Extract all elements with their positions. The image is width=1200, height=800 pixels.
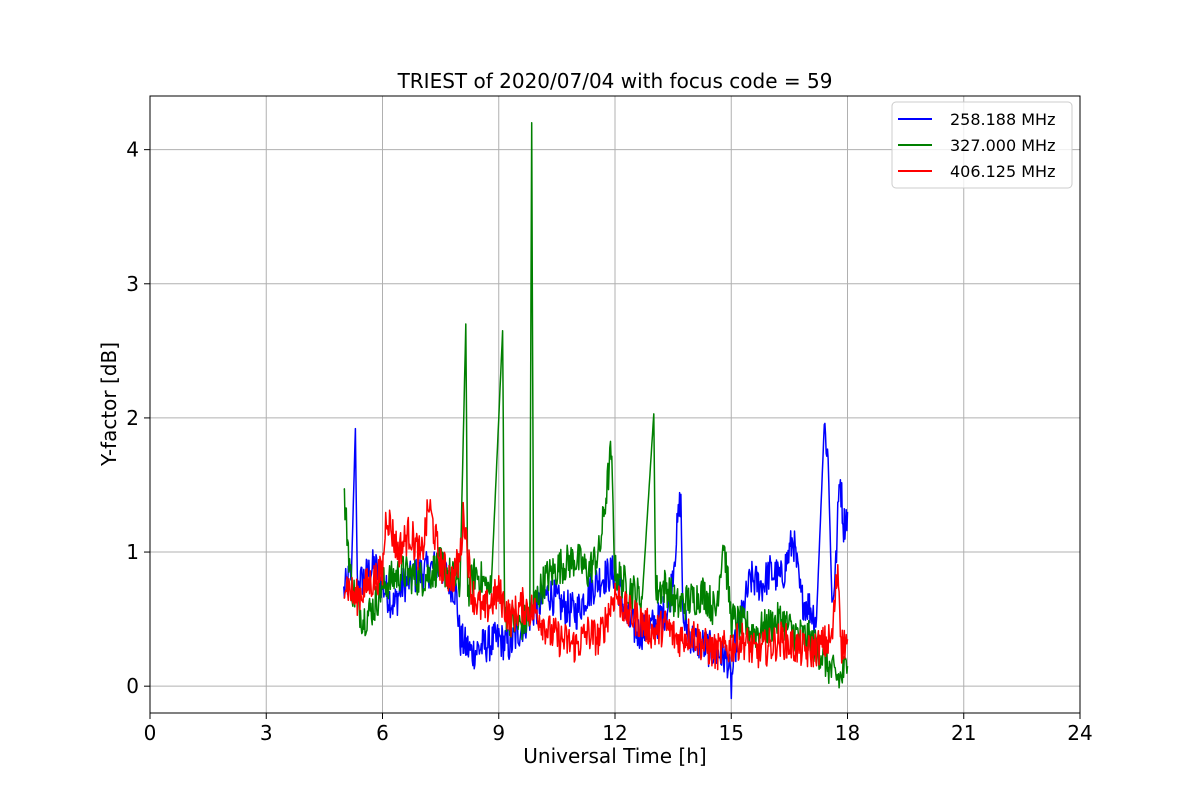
x-tick-label: 0	[144, 721, 157, 745]
series-layer	[343, 122, 849, 700]
series-line-2	[343, 122, 849, 689]
x-tick-label: 3	[260, 721, 273, 745]
x-tick-label: 18	[835, 721, 860, 745]
legend-label-2: 327.000 MHz	[950, 136, 1055, 155]
x-tick-label: 15	[719, 721, 744, 745]
legend-label-1: 258.188 MHz	[950, 110, 1055, 129]
legend-label-3: 406.125 MHz	[950, 162, 1055, 181]
x-tick-label: 24	[1067, 721, 1092, 745]
series-line-3	[343, 498, 849, 671]
x-tick-label: 6	[376, 721, 389, 745]
y-axis-label: Y-factor [dB]	[97, 342, 121, 467]
legend: 258.188 MHz 327.000 MHz 406.125 MHz	[891, 101, 1073, 189]
y-tick-label: 4	[126, 138, 139, 162]
y-tick-label: 2	[126, 406, 139, 430]
x-tick-label: 9	[492, 721, 505, 745]
legend-box	[891, 101, 1073, 189]
y-tick-label: 3	[126, 272, 139, 296]
x-tick-label: 21	[951, 721, 976, 745]
y-tick-label: 0	[126, 674, 139, 698]
x-axis: 0 3 6 9 12 15 18 21 24	[144, 713, 1093, 745]
y-axis: 0 1 2 3 4	[126, 138, 150, 698]
x-tick-label: 12	[602, 721, 627, 745]
chart-title: TRIEST of 2020/07/04 with focus code = 5…	[397, 69, 833, 93]
series-line-1	[343, 422, 849, 700]
y-tick-label: 1	[126, 540, 139, 564]
x-axis-label: Universal Time [h]	[523, 744, 706, 768]
